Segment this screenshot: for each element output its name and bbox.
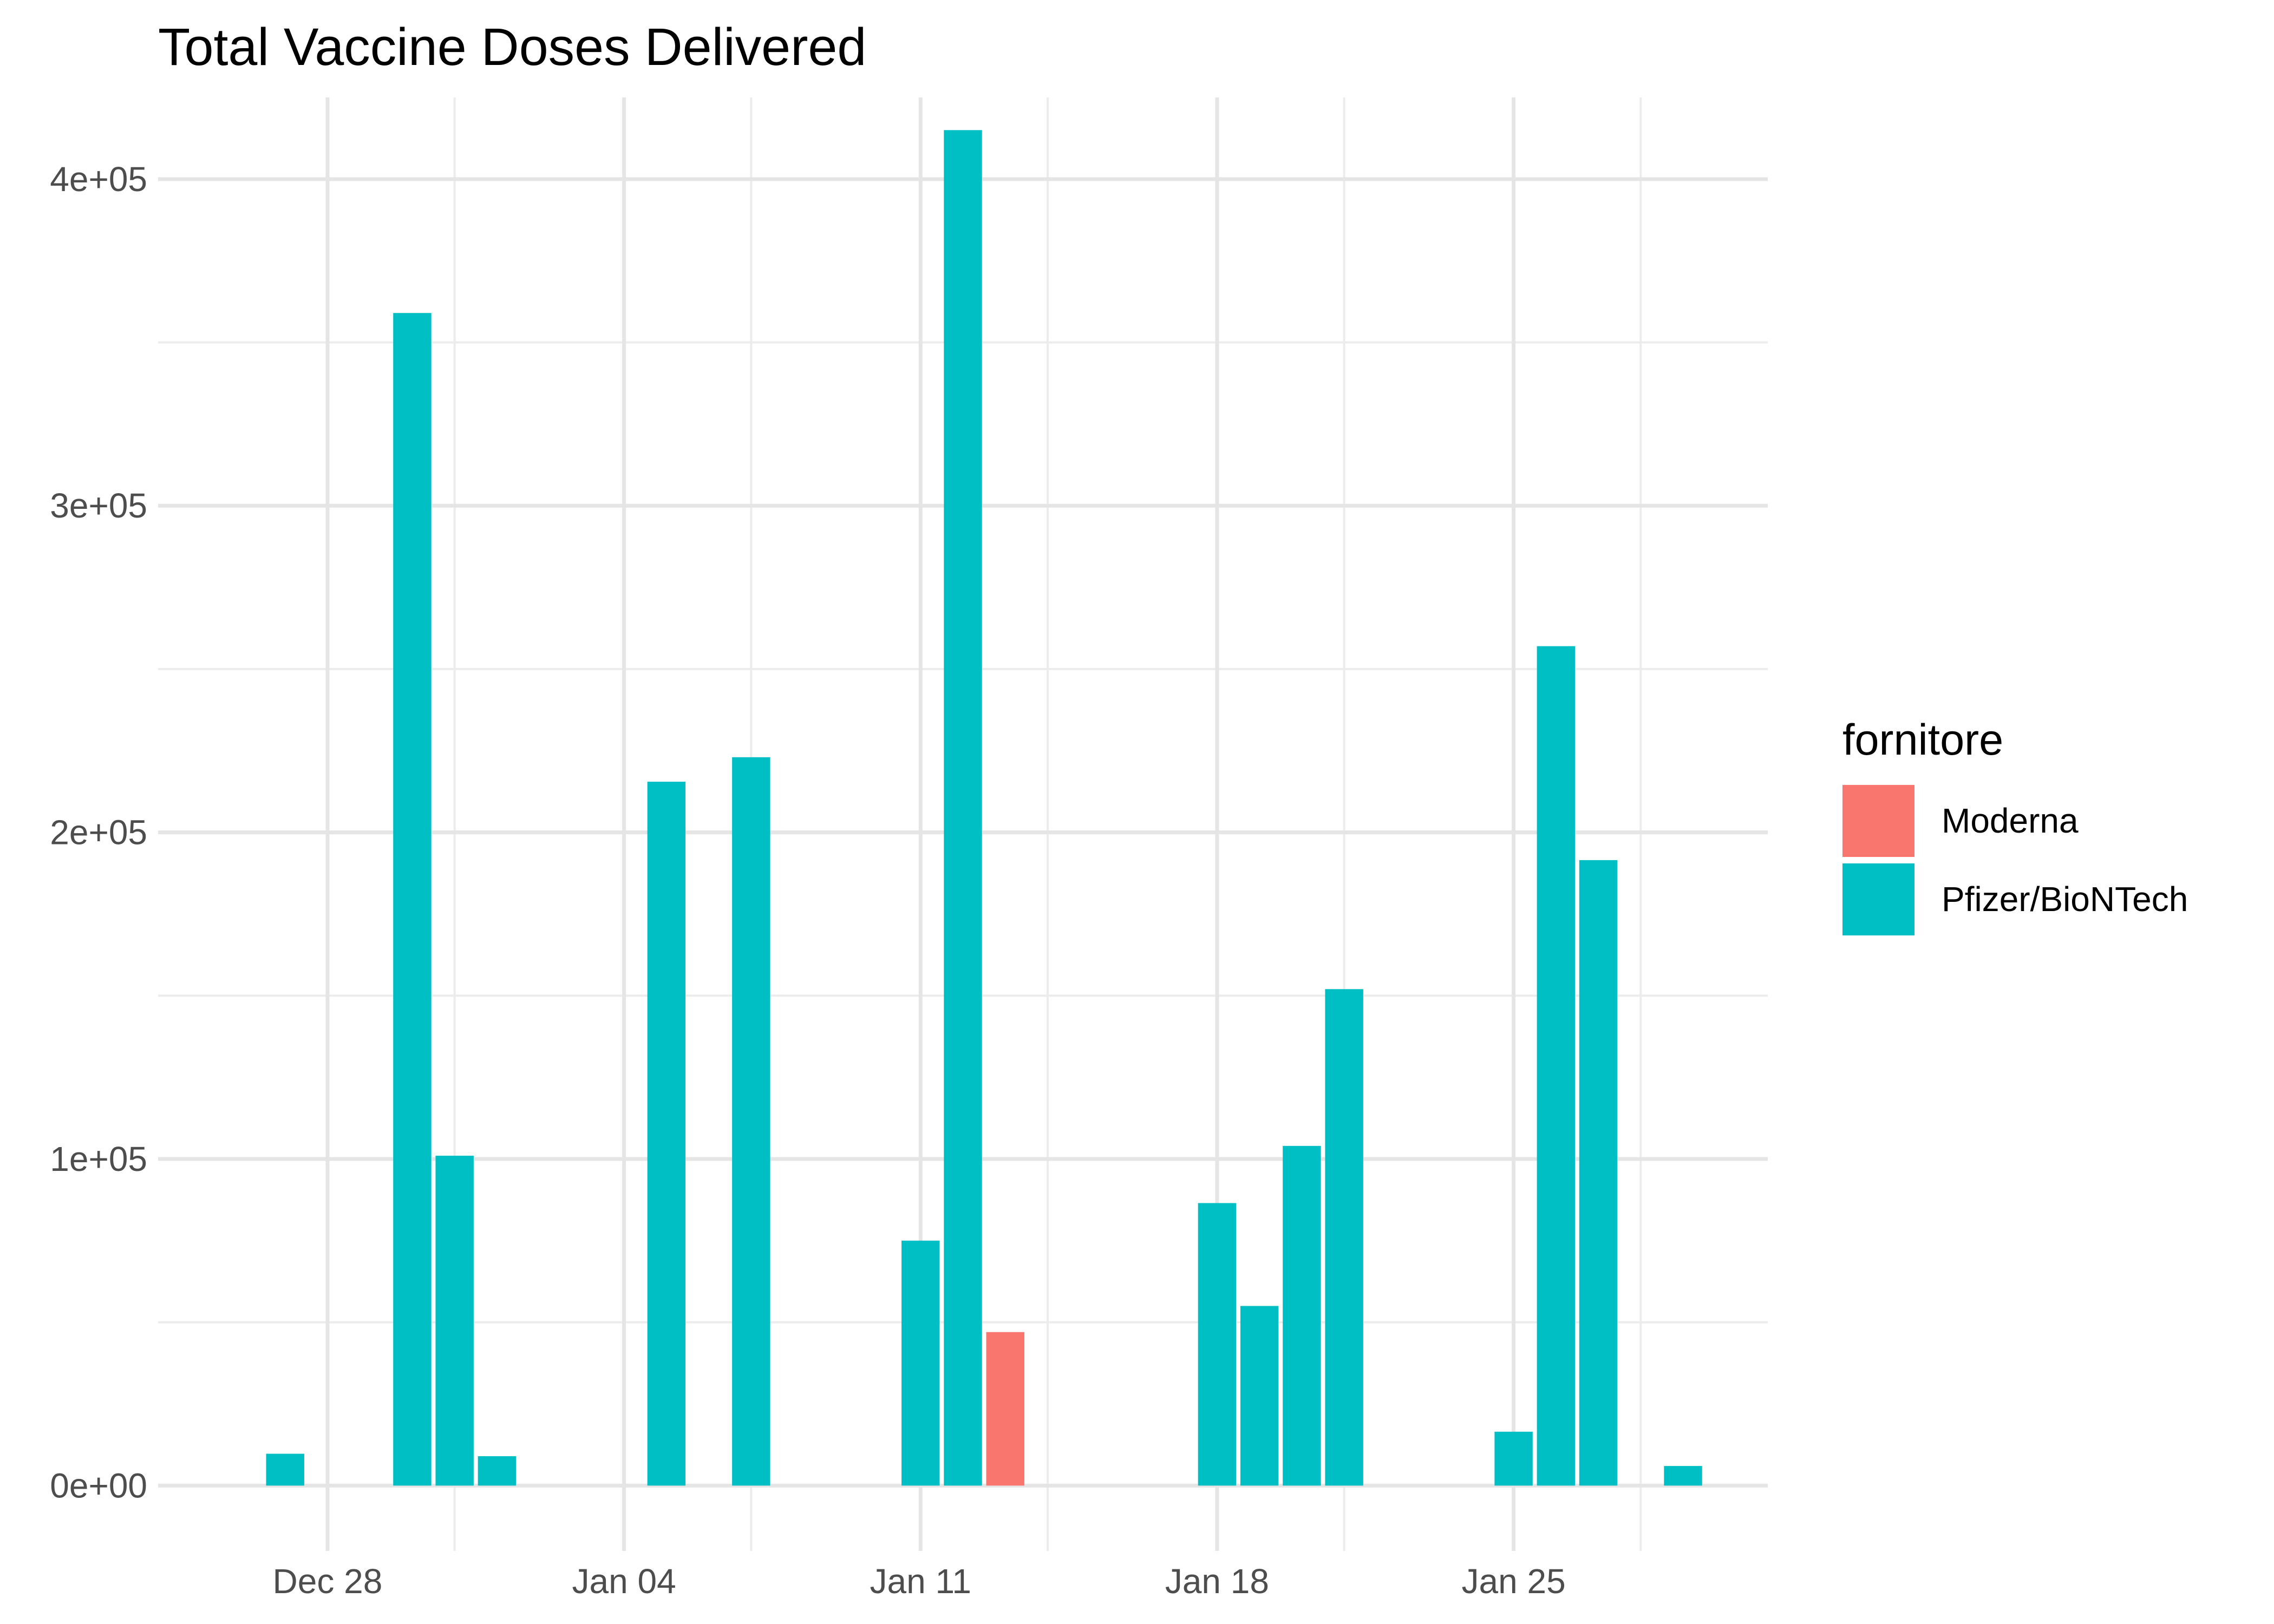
x-tick-label: Jan 04 bbox=[572, 1562, 676, 1601]
x-axis-tick-labels: Dec 28 Jan 04 Jan 11 Jan 18 Jan 25 bbox=[273, 1562, 1566, 1601]
bars bbox=[266, 130, 1702, 1486]
legend-label: Moderna bbox=[1942, 801, 2079, 840]
bar bbox=[266, 1453, 304, 1486]
legend-title: fornitore bbox=[1842, 716, 2003, 764]
legend: fornitore Moderna Pfizer/BioNTech bbox=[1842, 716, 2188, 935]
y-tick-label: 3e+05 bbox=[50, 486, 147, 525]
x-tick-label: Jan 25 bbox=[1462, 1562, 1566, 1601]
bar bbox=[1537, 646, 1576, 1486]
legend-entries: Moderna Pfizer/BioNTech bbox=[1842, 785, 2188, 935]
bar bbox=[1240, 1306, 1279, 1486]
x-tick-label: Jan 11 bbox=[870, 1562, 971, 1601]
x-tick-label: Jan 18 bbox=[1165, 1562, 1269, 1601]
chart-title: Total Vaccine Doses Delivered bbox=[158, 17, 866, 76]
bar bbox=[1198, 1203, 1237, 1486]
bar bbox=[732, 757, 770, 1486]
bar bbox=[647, 782, 686, 1486]
legend-swatch bbox=[1842, 863, 1914, 935]
y-tick-label: 0e+00 bbox=[50, 1466, 147, 1505]
y-axis-tick-labels: 0e+00 1e+05 2e+05 3e+05 4e+05 bbox=[50, 160, 147, 1505]
bar bbox=[1325, 989, 1363, 1486]
bar bbox=[944, 130, 982, 1486]
bar bbox=[1579, 860, 1618, 1486]
bar bbox=[393, 313, 432, 1486]
bar bbox=[901, 1240, 940, 1486]
bar bbox=[478, 1456, 517, 1486]
x-tick-label: Dec 28 bbox=[273, 1562, 383, 1601]
bar bbox=[435, 1155, 474, 1486]
bar bbox=[986, 1332, 1024, 1486]
y-tick-label: 4e+05 bbox=[50, 160, 147, 199]
bar bbox=[1664, 1466, 1702, 1486]
bar bbox=[1283, 1145, 1321, 1486]
legend-swatch bbox=[1842, 785, 1914, 857]
bar bbox=[1494, 1431, 1533, 1486]
legend-label: Pfizer/BioNTech bbox=[1942, 880, 2188, 919]
y-tick-label: 2e+05 bbox=[50, 813, 147, 852]
y-tick-label: 1e+05 bbox=[50, 1140, 147, 1178]
